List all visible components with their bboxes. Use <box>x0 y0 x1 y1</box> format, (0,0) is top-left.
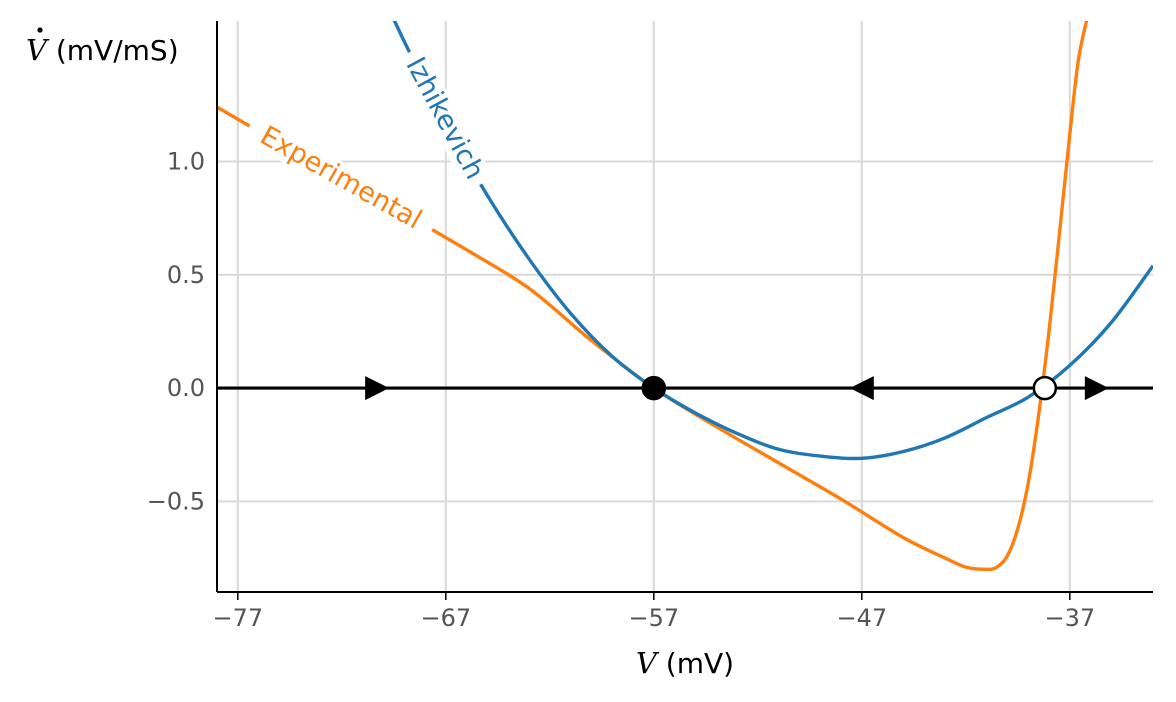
x-axis-variable: V <box>636 646 660 680</box>
y-tick-label: 1.0 <box>167 147 205 175</box>
y-ticks: −0.5 0.0 0.5 1.0 <box>147 147 205 515</box>
x-tick-label: −67 <box>420 604 471 632</box>
fixed-points <box>641 375 1058 401</box>
flow-arrows <box>365 376 1109 401</box>
y-tick-label: 0.0 <box>167 374 205 402</box>
x-tick-label: −47 <box>836 604 887 632</box>
grid <box>217 21 1153 592</box>
x-ticks: −77 −67 −57 −47 −37 <box>212 592 1095 632</box>
flow-arrow-right <box>1084 376 1109 401</box>
y-tick-label: 0.5 <box>167 261 205 289</box>
y-axis-unit: (mV/mS) <box>47 34 179 67</box>
experimental-label: Experimental <box>255 120 427 235</box>
y-axis-variable: V <box>26 33 50 67</box>
experimental-curve <box>217 21 1089 572</box>
y-axis-label: V (mV/mS) <box>26 33 179 67</box>
x-tick-label: −37 <box>1044 604 1095 632</box>
x-tick-label: −57 <box>628 604 679 632</box>
stable-fixed-point <box>641 375 667 401</box>
unstable-fixed-point <box>1032 375 1058 401</box>
x-axis-label: V (mV) <box>636 646 734 680</box>
x-tick-label: −77 <box>212 604 263 632</box>
y-tick-label: −0.5 <box>147 487 205 515</box>
y-axis-dot-accent <box>37 27 43 33</box>
flow-arrow-right <box>365 376 390 401</box>
experimental-label-group: Experimental <box>241 113 440 243</box>
flow-arrow-left <box>849 376 874 401</box>
x-axis-unit: (mV) <box>657 647 734 680</box>
